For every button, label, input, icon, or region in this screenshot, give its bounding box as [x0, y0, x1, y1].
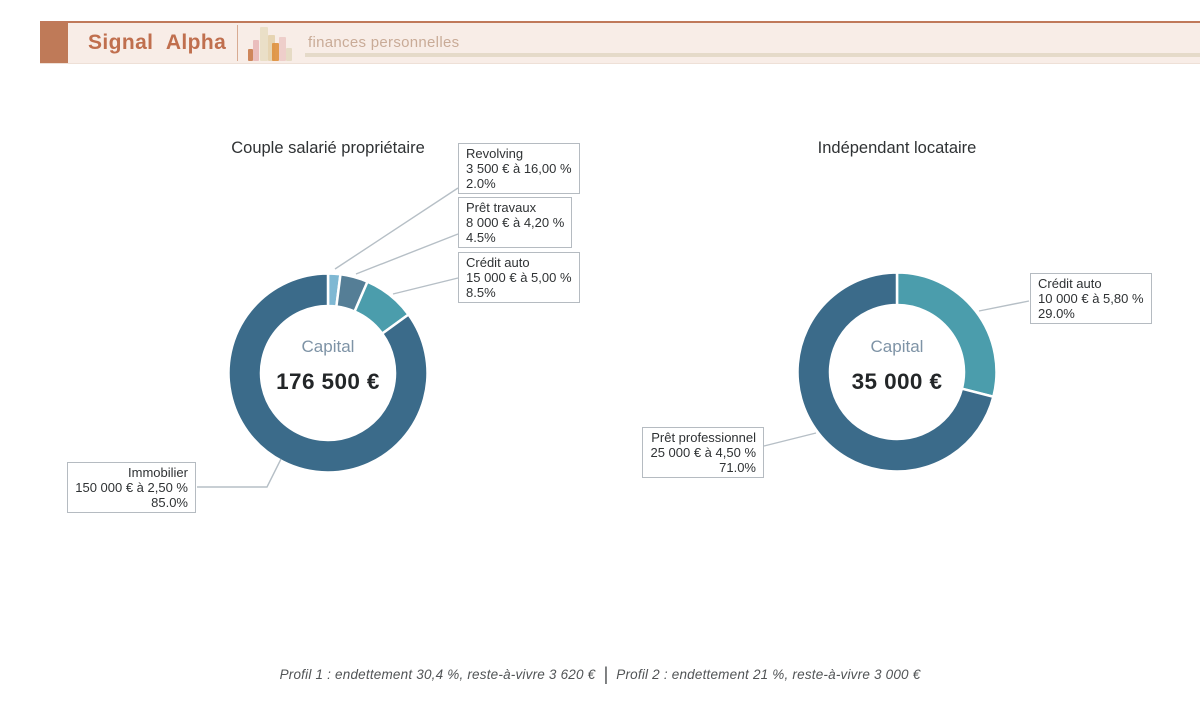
label-box-revolving: Revolving 3 500 € à 16,00 % 2.0%	[458, 143, 580, 194]
profil2-summary: Profil 2 : endettement 21 %, reste-à-viv…	[616, 667, 921, 682]
header-rule	[305, 53, 1200, 57]
icon-bar	[260, 27, 268, 61]
bar-chart-icon	[247, 26, 295, 62]
donut-segment-immobilier	[227, 272, 429, 474]
label-box-pret-professionnel: Prêt professionnel 25 000 € à 4,50 % 71.…	[642, 427, 764, 478]
caption-separator: |	[603, 664, 609, 684]
summary-caption: Profil 1 : endettement 30,4 %, reste-à-v…	[0, 663, 1200, 684]
segment-detail: 15 000 € à 5,00 %	[466, 270, 572, 285]
segment-pct: 2.0%	[466, 176, 496, 191]
center-value: 35 000 €	[851, 369, 943, 394]
leader-line	[355, 233, 459, 275]
segment-detail: 25 000 € à 4,50 %	[650, 445, 756, 460]
leader-line	[392, 277, 459, 295]
chart-title-profile1: Couple salarié propriétaire	[231, 139, 425, 157]
icon-bar	[272, 43, 279, 61]
segment-pct: 85.0%	[151, 495, 188, 510]
segment-name: Prêt travaux	[466, 200, 537, 215]
icon-bar	[286, 48, 292, 61]
segment-name: Immobilier	[128, 465, 188, 480]
header-divider	[237, 25, 238, 61]
icon-bar	[248, 49, 253, 61]
icon-bar	[279, 37, 286, 61]
segment-pct: 8.5%	[466, 285, 496, 300]
brand-square-logo	[40, 23, 68, 63]
center-value: 176 500 €	[276, 369, 380, 394]
label-box-credit-auto-1: Crédit auto 15 000 € à 5,00 % 8.5%	[458, 252, 580, 303]
segment-name: Crédit auto	[1038, 276, 1102, 291]
segment-detail: 150 000 € à 2,50 %	[75, 480, 188, 495]
label-box-pret-travaux: Prêt travaux 8 000 € à 4,20 % 4.5%	[458, 197, 573, 248]
leader-line	[334, 187, 459, 270]
segment-pct: 29.0%	[1038, 306, 1075, 321]
label-box-credit-auto-2: Crédit auto 10 000 € à 5,80 % 29.0%	[1030, 273, 1152, 324]
center-label: Capital	[870, 337, 924, 356]
leader-line	[978, 300, 1030, 312]
leader-line	[763, 432, 817, 447]
header-tagline: finances personnelles	[308, 34, 460, 51]
donut-segment-pre-t-professionnel	[796, 271, 995, 473]
segment-detail: 10 000 € à 5,80 %	[1038, 291, 1144, 306]
brand-name: Signal Alpha	[88, 31, 227, 54]
label-box-immobilier: Immobilier 150 000 € à 2,50 % 85.0%	[67, 462, 196, 513]
chart-title-profile2: Indépendant locataire	[817, 139, 977, 157]
header-band: Signal Alpha finances personnelles	[40, 21, 1200, 64]
icon-bar	[268, 35, 275, 61]
profil1-summary: Profil 1 : endettement 30,4 %, reste-à-v…	[279, 667, 596, 682]
segment-detail: 8 000 € à 4,20 %	[466, 215, 565, 230]
icon-bar	[253, 40, 259, 61]
segment-pct: 4.5%	[466, 230, 496, 245]
segment-name: Prêt professionnel	[651, 430, 756, 445]
segment-pct: 71.0%	[719, 460, 756, 475]
center-label: Capital	[301, 337, 355, 356]
segment-name: Revolving	[466, 146, 524, 161]
segment-name: Crédit auto	[466, 255, 530, 270]
leader-line	[197, 458, 282, 488]
segment-detail: 3 500 € à 16,00 %	[466, 161, 572, 176]
